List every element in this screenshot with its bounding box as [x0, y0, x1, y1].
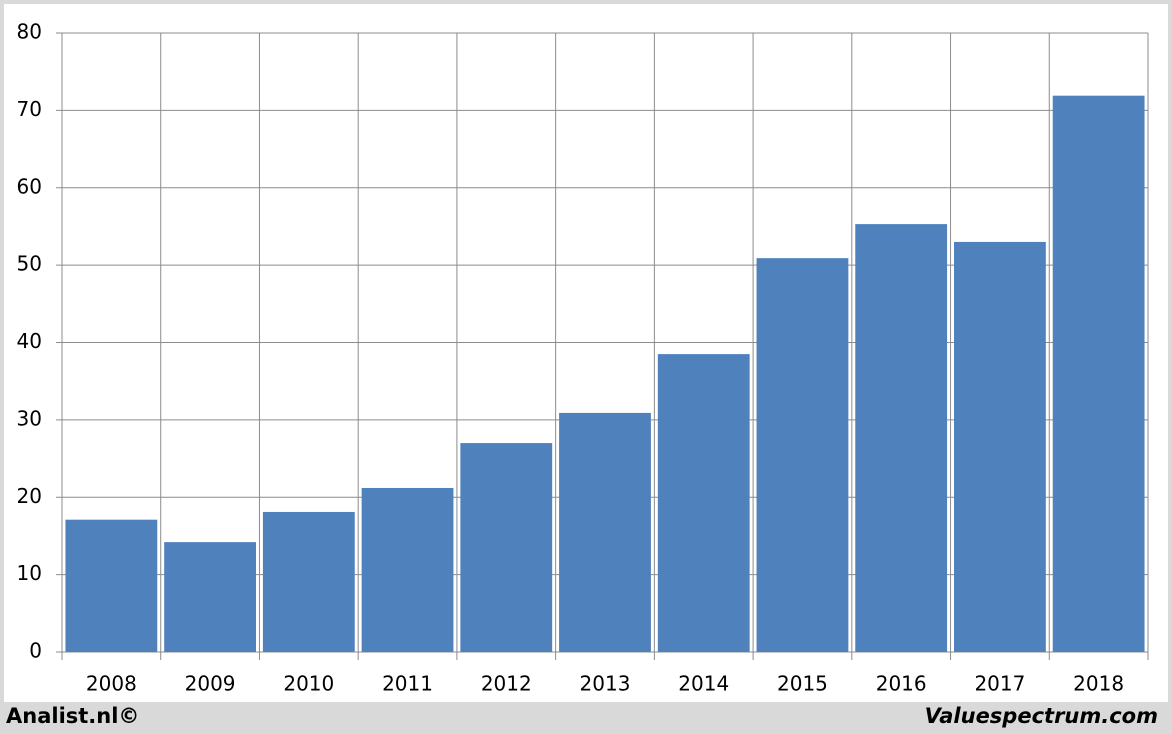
x-tick-label: 2016 — [876, 672, 927, 696]
y-tick-label: 80 — [17, 20, 42, 44]
x-tick-label: 2008 — [86, 672, 137, 696]
bar — [855, 224, 948, 652]
y-tick-label: 20 — [17, 484, 42, 508]
y-tick-label: 60 — [17, 174, 42, 198]
y-tick-label: 10 — [17, 561, 42, 585]
x-tick-label: 2017 — [974, 672, 1025, 696]
x-tick-label: 2013 — [580, 672, 631, 696]
bar — [954, 241, 1046, 652]
x-tick-label: 2012 — [481, 672, 532, 696]
bar — [657, 354, 750, 652]
bar — [559, 412, 651, 652]
x-tick-label: 2015 — [777, 672, 828, 696]
x-tick-label: 2014 — [678, 672, 729, 696]
y-tick-label: 0 — [29, 639, 42, 663]
y-tick-label: 50 — [17, 252, 42, 276]
bar — [262, 511, 355, 652]
bar — [1052, 95, 1145, 652]
bar — [361, 487, 454, 652]
x-tick-label: 2010 — [283, 672, 334, 696]
x-tick-label: 2018 — [1073, 672, 1124, 696]
x-tick-label: 2011 — [382, 672, 433, 696]
bar — [65, 519, 158, 652]
footer-right: Valuespectrum.com — [925, 704, 1158, 728]
bar — [164, 542, 256, 652]
footer-left: Analist.nl© — [6, 704, 139, 728]
bar — [460, 443, 553, 652]
y-tick-label: 40 — [17, 329, 42, 353]
y-tick-label: 30 — [17, 406, 42, 430]
bar — [756, 258, 849, 652]
x-tick-label: 2009 — [185, 672, 236, 696]
y-tick-label: 70 — [17, 97, 42, 121]
